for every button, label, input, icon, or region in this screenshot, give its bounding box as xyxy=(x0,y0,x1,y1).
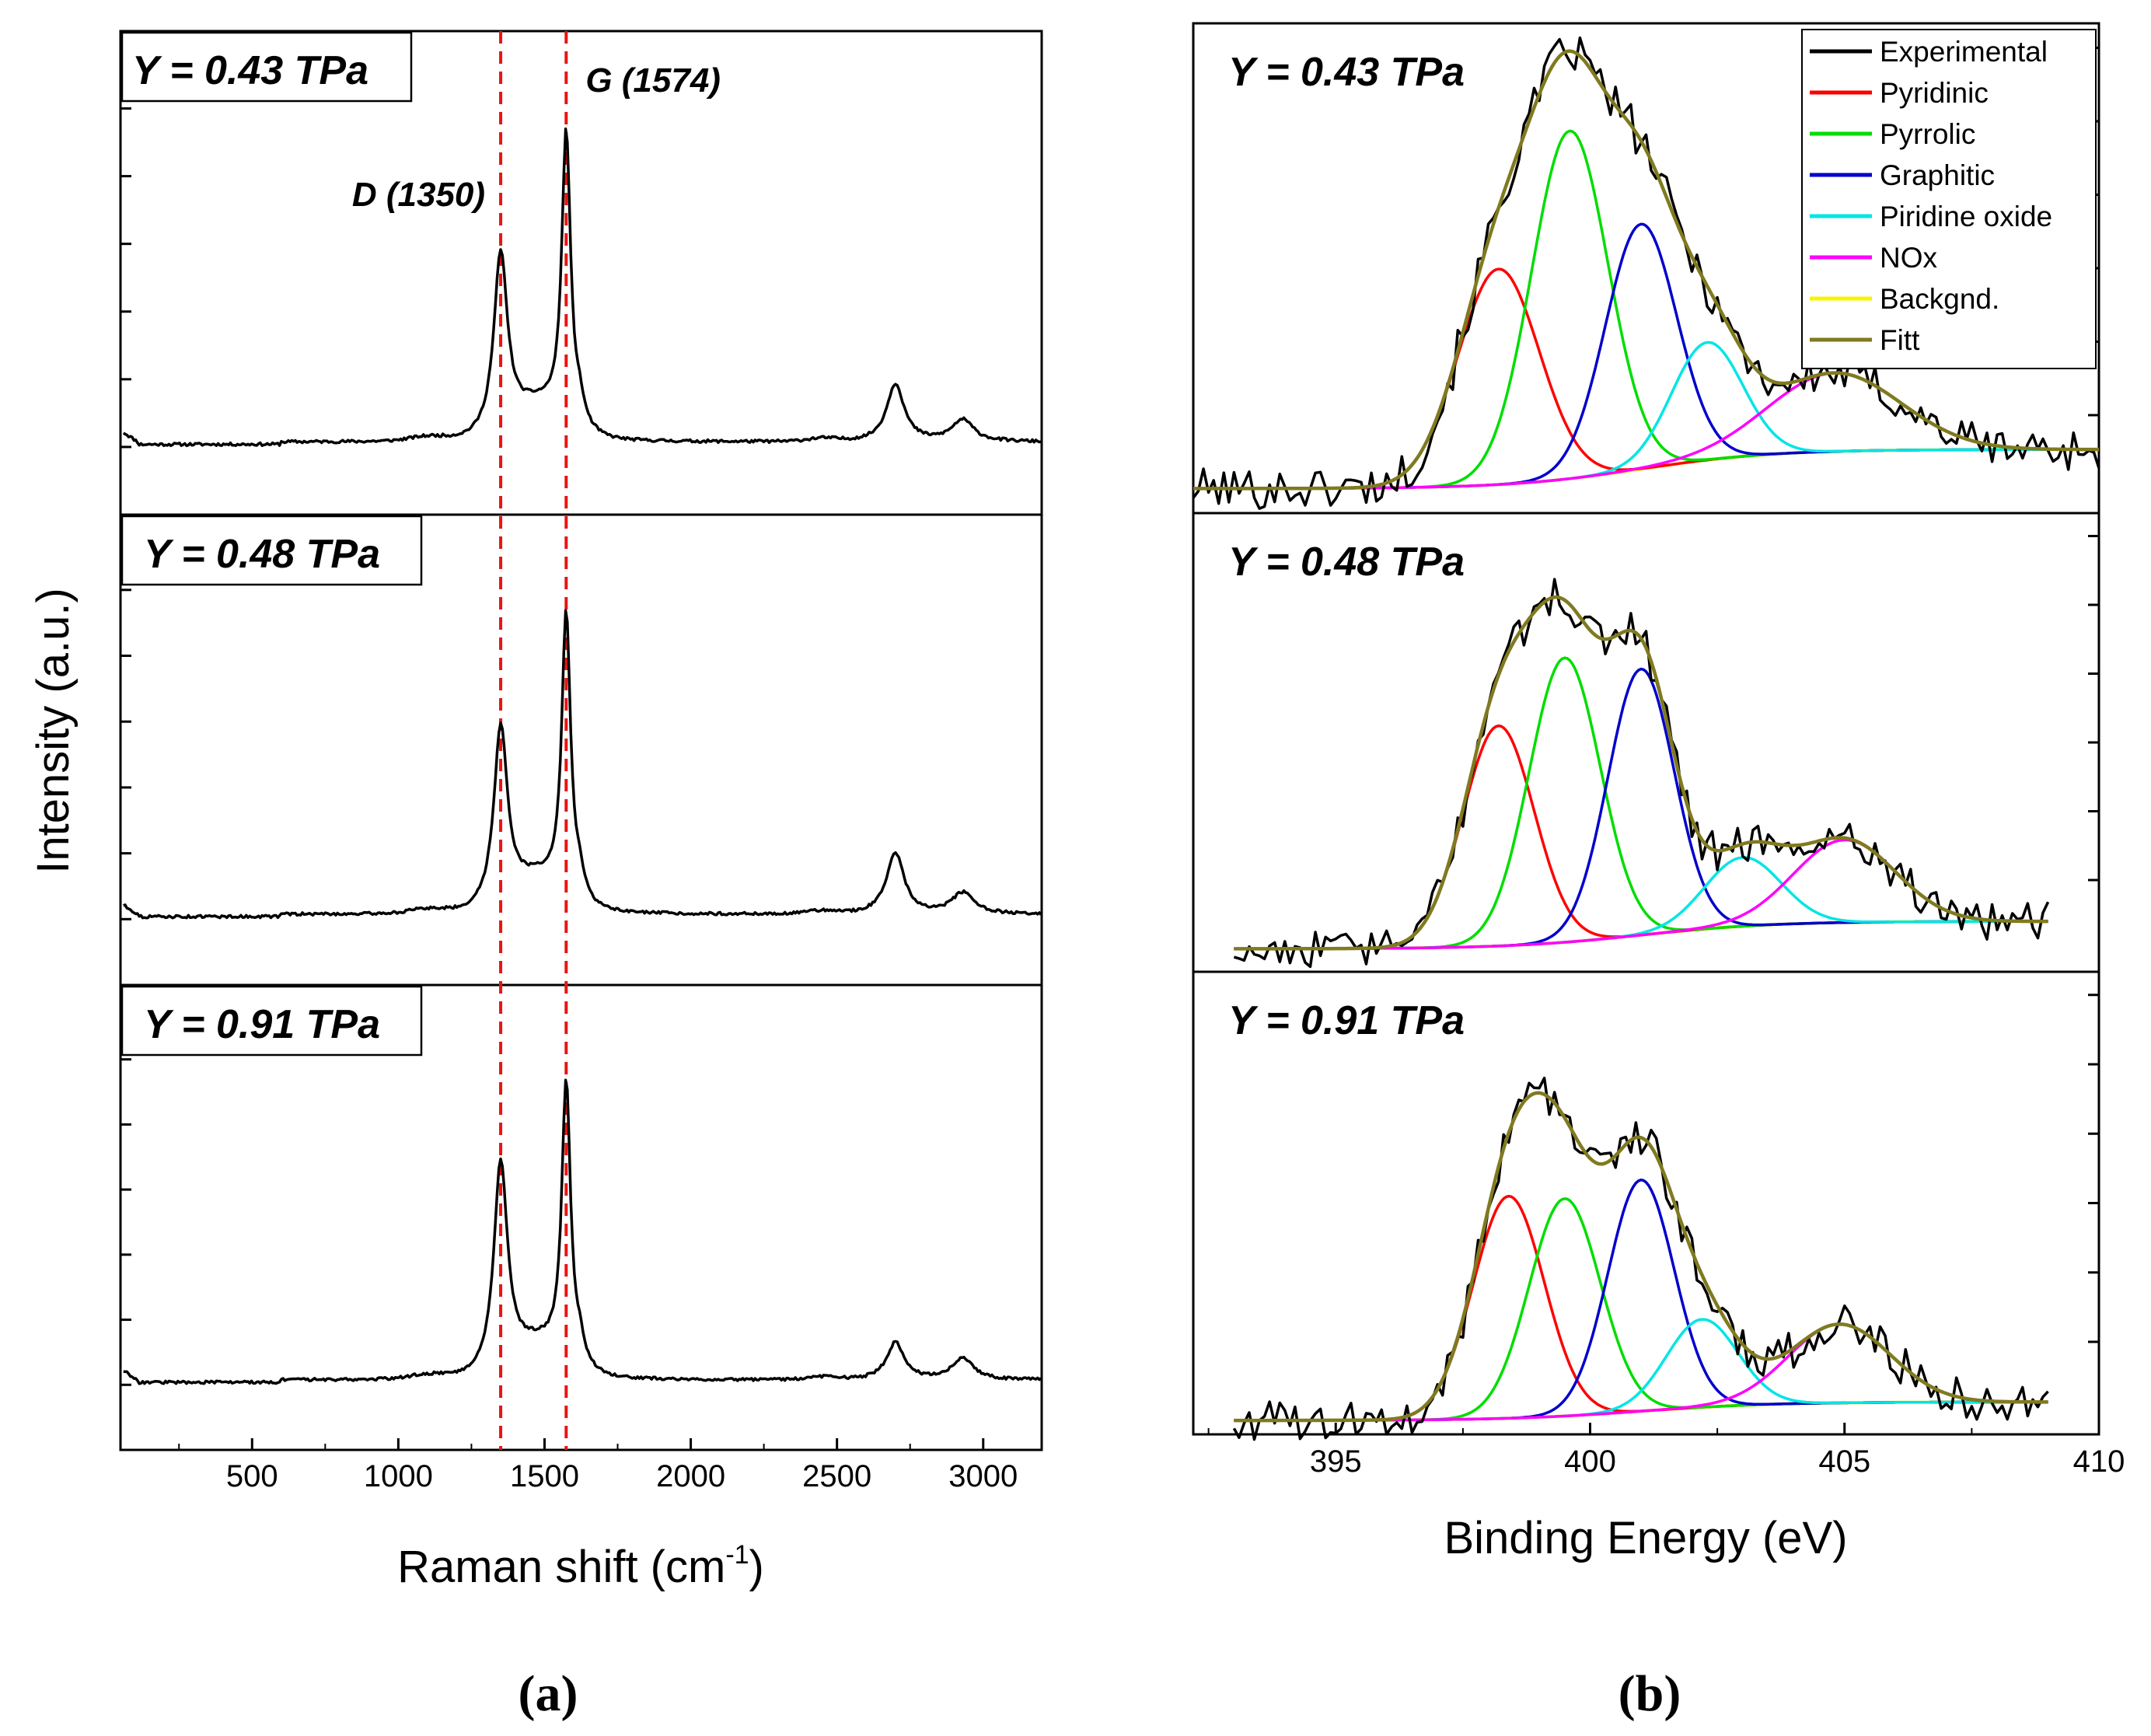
b-legend-label: Piridine oxide xyxy=(1880,201,2052,232)
a-subplot-label: (a) xyxy=(519,1665,578,1722)
b-subplot-label: (b) xyxy=(1618,1665,1681,1722)
a-x-tick-label: 2500 xyxy=(802,1459,871,1493)
b-fit-line xyxy=(1234,1091,2048,1423)
a-x-ticks: 500 1000 1500 2000 2500 3000 xyxy=(178,1438,1018,1493)
b-x-tick-label: 405 xyxy=(1818,1444,1870,1479)
a-x-axis-label-main: Raman shift (cm xyxy=(397,1542,725,1592)
b-fit-line xyxy=(1193,49,2099,491)
b-x-axis-label: Binding Energy (eV) xyxy=(1444,1513,1847,1563)
b-x-tick-label: 410 xyxy=(2073,1444,2125,1479)
a-panel-label: Y = 0.43 TPa xyxy=(132,48,368,93)
a-y-axis-label: Intensity (a.u.) xyxy=(28,588,79,873)
b-legend-label: Backgnd. xyxy=(1880,283,1999,315)
a-spectrum-line xyxy=(123,609,1042,920)
b-x-tick-label: 395 xyxy=(1310,1444,1362,1479)
a-x-axis-label-sup: -1 xyxy=(725,1540,749,1570)
chart-a-raman: 500 1000 1500 2000 2500 3000 D (1350) G (1574)… xyxy=(28,30,1043,1722)
a-x-tick-label: 1000 xyxy=(364,1459,433,1493)
a-panel-label: Y = 0.48 TPa xyxy=(144,532,380,577)
b-legend-label: Experimental xyxy=(1880,36,2048,68)
b-panel-label: Y = 0.48 TPa xyxy=(1228,540,1465,585)
a-x-axis-label: Raman shift (cm-1) xyxy=(397,1540,764,1592)
a-annotation-D: D (1350) xyxy=(352,176,485,214)
a-panel-label-box xyxy=(120,985,423,1057)
b-fit-line xyxy=(1234,595,2048,951)
a-x-tick-label: 3000 xyxy=(948,1459,1018,1493)
b-legend-label: NOx xyxy=(1880,242,1938,274)
a-panel-label: Y = 0.91 TPa xyxy=(144,1002,380,1047)
b-legend-label: Pyrrolic xyxy=(1880,118,1975,150)
b-x-ticks: 395 400 405 410 xyxy=(1207,1423,2125,1479)
b-legend-box xyxy=(1801,29,2097,369)
b-legend: Experimental Pyridinic Pyrrolic Graphitic Pi… xyxy=(1801,29,2097,369)
a-spectrum-line xyxy=(122,127,1042,448)
b-panel-labels: Y = 0.43 TPa Y = 0.48 TPa Y = 0.91 TPa xyxy=(1228,47,2099,1343)
a-spectrum-line xyxy=(123,1078,1042,1385)
b-x-tick-label: 400 xyxy=(1564,1444,1616,1479)
b-experimental-line xyxy=(1232,1076,2049,1441)
b-legend-label: Graphitic xyxy=(1880,159,1995,191)
a-x-tick-label: 2000 xyxy=(656,1459,725,1493)
a-x-axis-label-close: ) xyxy=(749,1542,764,1592)
b-spectra xyxy=(1192,36,2100,1441)
b-legend-label: Fitt xyxy=(1880,324,1920,356)
b-experimental-line xyxy=(1192,36,2100,510)
a-plot-bottom xyxy=(119,983,1043,1451)
a-panel-label-box xyxy=(120,31,413,103)
a-spectra xyxy=(122,127,1042,1385)
b-component-nox xyxy=(1234,1322,2048,1422)
a-x-tick-label: 500 xyxy=(226,1459,278,1493)
a-reference-lines: D (1350) G (1574) xyxy=(352,31,721,1450)
a-panel-label-box xyxy=(120,515,423,586)
a-frame-bottom xyxy=(119,983,1043,1451)
b-component-pyridinic xyxy=(1234,724,2048,951)
b-panel-label: Y = 0.43 TPa xyxy=(1228,50,1465,95)
a-x-tick-label: 1500 xyxy=(510,1459,579,1493)
a-annotation-G: G (1574) xyxy=(585,61,721,100)
b-panel-label: Y = 0.91 TPa xyxy=(1228,998,1465,1043)
b-legend-label: Pyridinic xyxy=(1880,77,1989,109)
b-component-pyrrolic xyxy=(1234,1197,2048,1422)
b-component-piridine-oxide xyxy=(1234,1318,2048,1422)
a-panel-labels: Y = 0.43 TPa Y = 0.48 TPa Y = 0.91 TPa xyxy=(120,31,423,1386)
b-component-pyridinic xyxy=(1234,1194,2048,1422)
